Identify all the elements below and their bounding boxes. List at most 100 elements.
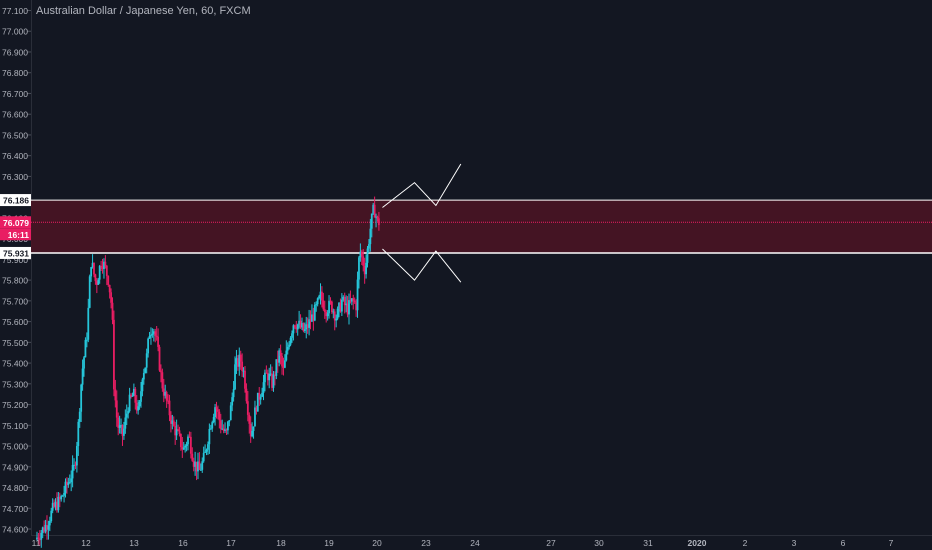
candle-up [335,318,338,321]
candle-up [131,395,134,397]
candle-down [360,251,363,257]
candle-up [147,338,150,354]
candle-up [316,298,319,305]
candle-down [107,275,110,285]
candle-up [127,411,130,414]
candle-up [182,447,185,450]
x-tick-label: 20 [372,538,382,548]
candle-up [238,354,241,367]
candle-up [370,213,373,229]
candle-up [120,425,122,427]
candle-down [100,265,103,267]
candle-up [214,407,216,418]
candle-up [187,436,189,445]
candle-up [60,496,63,500]
candle-down [246,401,249,415]
candle-up [229,405,232,421]
candle-up [350,298,353,302]
candle-down [161,372,164,389]
candle-down [165,392,168,401]
candle-up [209,428,212,430]
candle-up [224,429,226,431]
candle-down [117,417,120,428]
candle-up [212,417,215,423]
x-axis[interactable]: 11 12 13 16 17 18 19 20 23 24 27 30 31 2020 2 3 6 7 [32,538,894,548]
zone-bottom-price-label: 75.931 [3,248,29,258]
price-labels-layer: 76.186 75.931 76.079 16:11 [0,194,31,259]
candle-up [356,279,359,311]
candle-down [258,392,261,400]
candle-up [201,461,204,470]
y-tick-label: 75.800 [2,276,28,286]
candle-up [259,396,262,400]
candle-up [75,446,78,466]
candle-up [226,421,229,431]
candle-down [217,409,219,412]
candle-down [244,370,246,389]
candle-up [118,425,121,428]
candle-down [93,262,95,275]
candle-up [175,429,178,436]
candle-up [358,257,360,280]
candle-down [108,284,111,293]
candle-down [174,425,177,436]
candle-down [189,436,192,454]
candle-up [303,329,306,331]
candle-up [71,464,74,479]
candle-up [50,510,53,522]
candle-up [208,428,211,445]
candle-up [365,262,367,275]
y-tick-label: 75.600 [2,317,28,327]
candle-down [239,354,242,362]
candle-down [178,430,181,434]
candle-up [319,291,322,297]
y-axis[interactable]: 74.600 74.700 74.800 74.900 75.000 75.100 75.2… [2,6,31,535]
candle-down [266,372,269,381]
x-tick-label: 11 [32,538,41,548]
projection-lower-path[interactable] [382,248,462,283]
candle-up [272,374,275,388]
candle-down [299,320,302,328]
candle-down [362,256,365,266]
resistance-zone[interactable] [31,200,932,253]
candle-down [181,447,184,450]
candle-up [234,364,236,390]
candle-up [73,464,75,466]
candle-up [48,521,51,526]
candle-up [261,392,263,397]
x-tick-label: 2020 [688,538,707,548]
candle-up [90,267,93,277]
candle-up [202,452,205,462]
zone-bottom-price-label-bg [0,246,31,259]
candle-up [144,367,147,373]
candle-down [94,274,97,282]
projection-upper-path[interactable] [382,163,462,208]
y-tick-label: 75.100 [2,421,28,431]
candle-up [103,261,105,270]
candle-down [333,311,336,321]
candle-down [353,300,356,303]
candle-up [51,502,54,511]
candle-down [115,400,118,418]
last-price-label: 76.079 [3,218,29,228]
candle-up [262,382,265,393]
candle-down [323,309,326,312]
candle-up [232,389,235,398]
candle-down [157,336,159,347]
candle-down [168,400,171,416]
candle-up [211,422,214,429]
candle-up [151,333,154,335]
candle-down [114,389,117,401]
candle-down [110,292,112,303]
candle-up [184,445,187,448]
y-tick-label: 75.000 [2,442,28,452]
projection-drawing-layer[interactable] [382,163,462,283]
y-tick-label: 77.100 [2,6,28,16]
candle-up [85,339,88,341]
candle-up [205,449,208,452]
candle-up [348,300,350,315]
candle-down [265,372,268,374]
candle-up [318,296,320,299]
